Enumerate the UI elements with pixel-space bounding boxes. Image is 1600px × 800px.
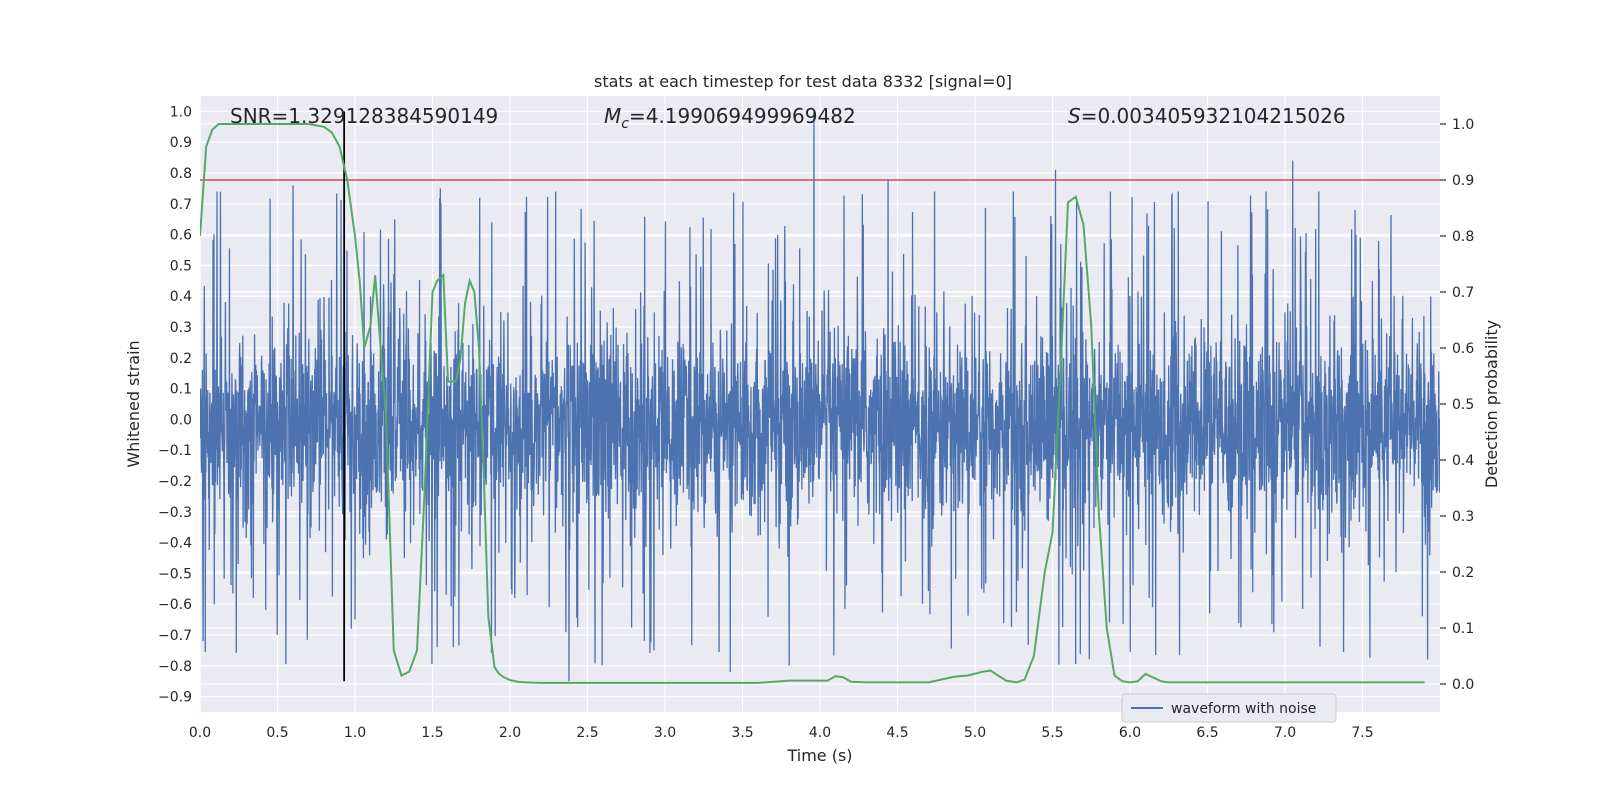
y-tick-label-left: −0.8 xyxy=(158,659,192,675)
y-tick-label-left: −0.5 xyxy=(158,566,192,582)
y-tick-label-left: 0.0 xyxy=(170,412,192,428)
y-tick-label-left: −0.3 xyxy=(158,505,192,521)
x-tick-label: 1.5 xyxy=(421,725,443,741)
y-tick-label-right: 0.6 xyxy=(1452,341,1474,357)
y-tick-label-right: 0.9 xyxy=(1452,173,1474,189)
y-tick-label-right: 0.8 xyxy=(1452,229,1474,245)
y-tick-label-left: −0.6 xyxy=(158,597,192,613)
y-tick-label-right: 0.3 xyxy=(1452,509,1474,525)
x-tick-label: 3.0 xyxy=(654,725,676,741)
annotation-chirp-mass-subscript: c xyxy=(621,116,629,132)
x-tick-label: 2.0 xyxy=(499,725,521,741)
x-tick-label: 2.5 xyxy=(576,725,598,741)
annotation-chirp-mass-value: =4.199069499969482 xyxy=(629,104,856,128)
x-tick-label: 7.5 xyxy=(1351,725,1373,741)
series-layer xyxy=(200,111,1440,684)
x-tick-label: 0.0 xyxy=(189,725,211,741)
y-tick-label-left: 0.7 xyxy=(170,197,192,213)
detection-probability-line xyxy=(200,123,1425,684)
y-tick-label-right: 0.5 xyxy=(1452,397,1474,413)
x-tick-label: 7.0 xyxy=(1274,725,1296,741)
legend-label-waveform: waveform with noise xyxy=(1171,701,1316,717)
tick-labels: 0.0 0.5 1.0 1.5 2.0 2.5 3.0 3.5 4.0 4.5 5.0 5.5 6.0 6… xyxy=(158,104,1474,741)
x-tick-label: 6.0 xyxy=(1119,725,1141,741)
annotation-chirp-mass: Mc=4.199069499969482 xyxy=(604,104,856,132)
waveform-trace xyxy=(200,111,1440,682)
y-tick-label-left: 0.4 xyxy=(170,289,192,305)
y-tick-label-left: −0.7 xyxy=(158,628,192,644)
y-tick-label-right: 1.0 xyxy=(1452,117,1474,133)
annotation-chirp-mass-symbol: M xyxy=(604,104,621,128)
y-tick-label-left: 1.0 xyxy=(170,104,192,120)
x-tick-label: 0.5 xyxy=(266,725,288,741)
y-tick-label-left: 0.5 xyxy=(170,258,192,274)
legend: waveform with noise xyxy=(1121,693,1337,723)
y-tick-label-left: 0.1 xyxy=(170,382,192,398)
y-tick-label-left: −0.4 xyxy=(158,536,192,552)
x-axis-label: Time (s) xyxy=(786,746,852,765)
y-tick-label-left: 0.8 xyxy=(170,166,192,182)
y-tick-label-left: −0.9 xyxy=(158,690,192,706)
x-tick-label: 1.0 xyxy=(344,725,366,741)
x-tick-label: 3.5 xyxy=(731,725,753,741)
x-tick-label: 5.5 xyxy=(1041,725,1063,741)
y-tick-label-left: 0.2 xyxy=(170,351,192,367)
annotation-s-value: =0.003405932104215026 xyxy=(1081,104,1346,128)
y-tick-label-left: 0.6 xyxy=(170,228,192,244)
annotation-s-statistic: S=0.003405932104215026 xyxy=(1068,104,1346,128)
y-tick-label-left: −0.1 xyxy=(158,443,192,459)
x-tick-label: 5.0 xyxy=(964,725,986,741)
legend-box xyxy=(1121,693,1337,723)
x-tick-label: 4.5 xyxy=(886,725,908,741)
annotation-snr: SNR=1.329128384590149 xyxy=(230,104,498,128)
y-tick-label-left: 0.9 xyxy=(170,135,192,151)
x-tick-label: 6.5 xyxy=(1196,725,1218,741)
y-tick-label-right: 0.1 xyxy=(1452,621,1474,637)
chart-title: stats at each timestep for test data 833… xyxy=(594,72,1012,91)
y-tick-label-right: 0.2 xyxy=(1452,565,1474,581)
y-tick-label-right: 0.0 xyxy=(1452,677,1474,693)
x-tick-label: 4.0 xyxy=(809,725,831,741)
y-tick-label-left: 0.3 xyxy=(170,320,192,336)
y-tick-label-right: 0.7 xyxy=(1452,285,1474,301)
y-axis-label-right: Detection probability xyxy=(1482,320,1501,488)
y-tick-label-left: −0.2 xyxy=(158,474,192,490)
y-tick-label-right: 0.4 xyxy=(1452,453,1474,469)
annotation-s-symbol: S xyxy=(1068,104,1081,128)
y-axis-label-left: Whitened strain xyxy=(124,340,143,467)
